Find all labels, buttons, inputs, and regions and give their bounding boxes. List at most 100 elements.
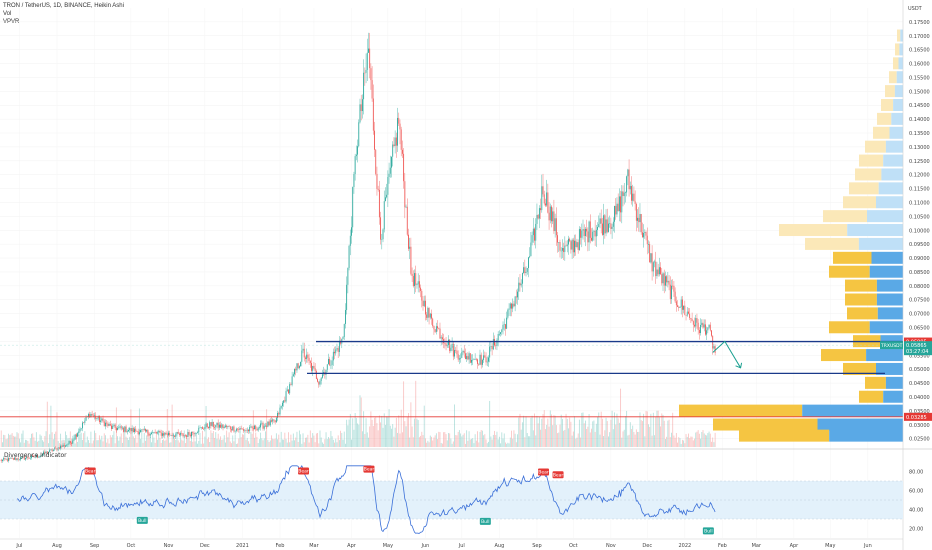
candle-body [352, 187, 354, 228]
volume-bar [60, 433, 62, 447]
candle-body [315, 371, 317, 379]
volume-bar [656, 410, 658, 447]
candle-body [221, 424, 223, 428]
volume-bar [100, 439, 102, 447]
volume-bar [119, 436, 121, 447]
bear-label: Bear [298, 469, 309, 475]
candle-body [272, 419, 274, 422]
candle-body [103, 421, 105, 427]
volume-bar [200, 443, 202, 447]
volume-bar [637, 431, 638, 447]
volume-bar [378, 415, 380, 447]
volume-bar [164, 440, 166, 447]
volume-bar [33, 437, 35, 447]
candle-body [366, 52, 368, 70]
volume-bar [129, 436, 131, 447]
candle-body [32, 455, 34, 457]
candle-body [689, 313, 691, 318]
volume-bar [511, 430, 512, 447]
axis-currency: USDT [908, 6, 923, 12]
price-tick-label: 0.17500 [909, 20, 930, 26]
candle-body [505, 324, 506, 329]
candle-body [466, 356, 468, 359]
time-tick-label: Jun [863, 543, 872, 549]
volume-bar [22, 430, 24, 447]
volume-bar [549, 410, 551, 447]
candle-body [694, 324, 695, 327]
candle-body [489, 346, 491, 358]
volume-bar [537, 423, 539, 447]
candle-body [571, 239, 573, 250]
candle-body [703, 324, 705, 328]
volume-bar [216, 438, 218, 447]
volume-bar [231, 443, 232, 447]
candle-body [528, 257, 529, 269]
volume-bar [439, 432, 441, 447]
candle-body [605, 219, 607, 234]
volume-bar [78, 434, 80, 447]
volume-profile-sell [845, 293, 877, 306]
candle-body [444, 343, 446, 344]
candle-body [491, 345, 493, 350]
volume-bar [26, 440, 28, 447]
candle-body [296, 363, 298, 371]
volume-bar [707, 433, 709, 447]
candle-body [217, 422, 219, 428]
volume-bar [509, 437, 511, 447]
time-tick-label: Apr [347, 543, 357, 549]
price-tick-label: 0.13500 [909, 131, 930, 137]
volume-bar [423, 405, 425, 447]
volume-bar [134, 438, 135, 447]
volume-bar [388, 409, 390, 447]
volume-bar [484, 434, 486, 447]
volume-bar [34, 440, 36, 447]
volume-bar [449, 433, 451, 447]
candle-body [457, 354, 459, 360]
candle-body [138, 432, 140, 435]
candle-body [507, 309, 509, 318]
volume-bar [551, 414, 552, 447]
candle-body [353, 174, 355, 188]
candle-body [37, 455, 38, 458]
volume-bar [5, 439, 7, 447]
volume-bar [618, 422, 620, 447]
volume-bar [80, 432, 82, 447]
volume-bar [221, 439, 223, 447]
volume-bar [75, 432, 77, 447]
volume-bar [526, 433, 528, 447]
candle-body [523, 267, 525, 274]
volume-bar [461, 436, 463, 447]
volume-bar [0, 430, 2, 447]
volume-bar [79, 433, 81, 447]
candle-body [26, 456, 28, 458]
volume-bar [174, 438, 175, 447]
volume-bar [161, 439, 163, 447]
candle-body [537, 214, 539, 219]
candle-body [337, 348, 339, 352]
candle-body [100, 420, 102, 422]
volume-bar [633, 431, 635, 447]
volume-bar [437, 439, 438, 447]
candle-body [521, 273, 523, 284]
candle-body [692, 321, 694, 325]
time-tick-label: Nov [164, 543, 174, 549]
time-tick-label: Jul [458, 543, 465, 549]
indicator-tick-label: 80.00 [909, 470, 923, 476]
candle-body [106, 422, 108, 424]
candle-body [655, 261, 657, 277]
candle-body [194, 433, 196, 435]
candle-body [667, 280, 669, 283]
candle-body [292, 374, 294, 377]
candle-body [398, 117, 400, 124]
candle-body [370, 68, 372, 81]
candle-body [265, 425, 266, 427]
candle-body [696, 318, 698, 323]
candle-body [672, 285, 674, 287]
volume-bar [303, 442, 305, 447]
volume-bar [706, 435, 708, 447]
candle-body [688, 311, 689, 314]
volume-bar [387, 417, 389, 447]
candle-body [161, 433, 163, 436]
candle-body [260, 423, 262, 428]
